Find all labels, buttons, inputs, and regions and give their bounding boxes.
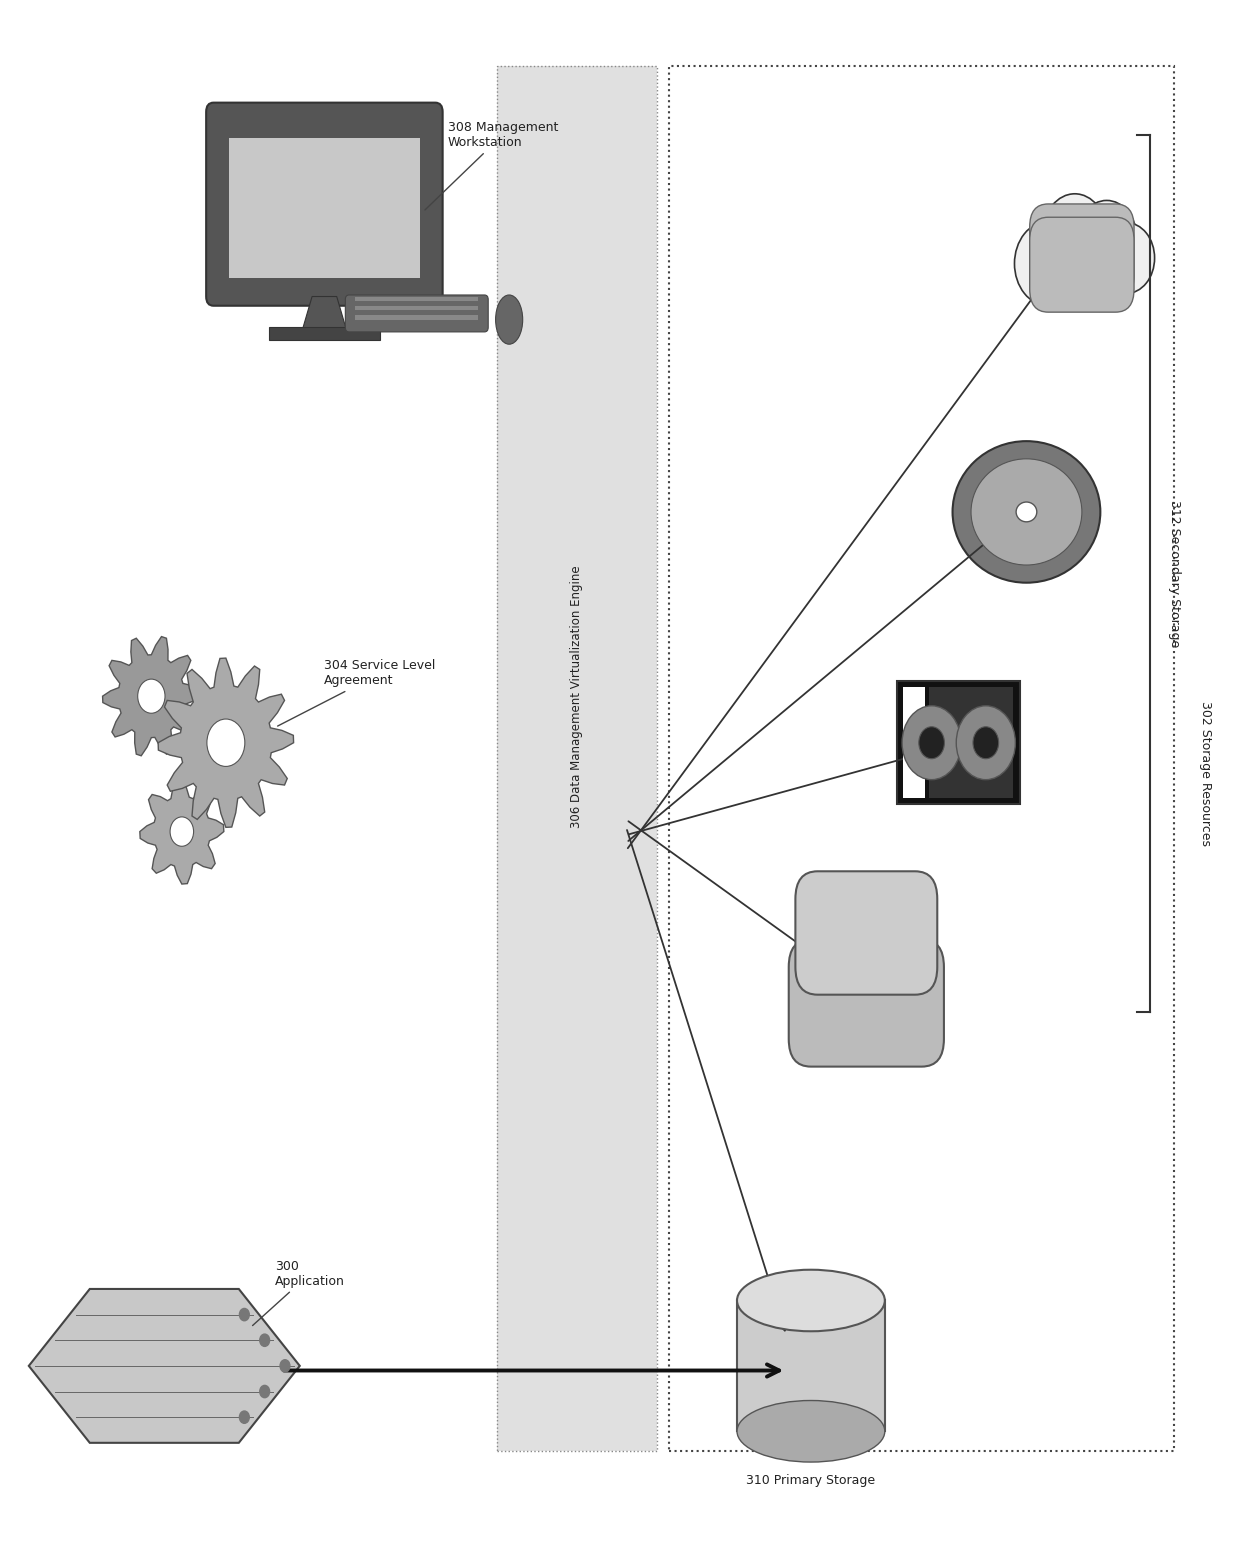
Circle shape: [239, 1411, 249, 1423]
Circle shape: [259, 1334, 269, 1346]
Circle shape: [956, 705, 1016, 780]
Bar: [497, 65, 657, 1451]
Ellipse shape: [952, 441, 1100, 583]
Circle shape: [207, 719, 244, 766]
Text: 310 Primary Storage: 310 Primary Storage: [746, 1474, 875, 1487]
Text: 308 Management
Workstation: 308 Management Workstation: [425, 121, 558, 210]
Bar: [355, 297, 479, 302]
Ellipse shape: [496, 295, 523, 345]
Bar: [903, 687, 925, 798]
FancyBboxPatch shape: [1029, 217, 1135, 312]
Ellipse shape: [737, 1400, 885, 1462]
FancyBboxPatch shape: [345, 295, 489, 333]
Circle shape: [138, 679, 165, 713]
Circle shape: [919, 727, 945, 758]
Circle shape: [973, 727, 998, 758]
Bar: [497, 65, 657, 1451]
Bar: [737, 1301, 885, 1431]
Ellipse shape: [1016, 503, 1037, 521]
Ellipse shape: [737, 1270, 885, 1332]
Polygon shape: [103, 636, 200, 756]
Bar: [897, 681, 1021, 804]
Circle shape: [259, 1386, 269, 1397]
Text: 302 Storage Resources: 302 Storage Resources: [1199, 701, 1211, 846]
FancyBboxPatch shape: [1029, 204, 1135, 299]
Text: 300
Application: 300 Application: [253, 1259, 345, 1326]
Text: 304 Service Level
Agreement: 304 Service Level Agreement: [278, 659, 435, 726]
Ellipse shape: [971, 459, 1081, 565]
Circle shape: [1043, 193, 1107, 274]
Polygon shape: [159, 657, 294, 828]
Bar: [670, 65, 1174, 1451]
Polygon shape: [140, 780, 224, 883]
Bar: [355, 306, 479, 311]
Bar: [929, 687, 1013, 798]
Bar: [269, 328, 379, 340]
Polygon shape: [29, 1289, 300, 1443]
Circle shape: [280, 1360, 290, 1372]
FancyBboxPatch shape: [795, 871, 937, 995]
FancyBboxPatch shape: [206, 102, 443, 306]
Circle shape: [901, 705, 961, 780]
Circle shape: [1014, 221, 1081, 306]
Circle shape: [239, 1309, 249, 1321]
Bar: [355, 316, 479, 320]
FancyBboxPatch shape: [789, 939, 944, 1066]
Text: 306 Data Management Virtualization Engine: 306 Data Management Virtualization Engin…: [570, 565, 583, 828]
Polygon shape: [303, 297, 346, 331]
Circle shape: [1076, 201, 1137, 275]
Text: 312 Secondary Storage: 312 Secondary Storage: [1168, 500, 1180, 647]
Circle shape: [1073, 244, 1126, 311]
Circle shape: [1042, 248, 1091, 309]
Bar: [229, 138, 419, 278]
Circle shape: [1097, 223, 1154, 294]
Circle shape: [170, 817, 193, 846]
